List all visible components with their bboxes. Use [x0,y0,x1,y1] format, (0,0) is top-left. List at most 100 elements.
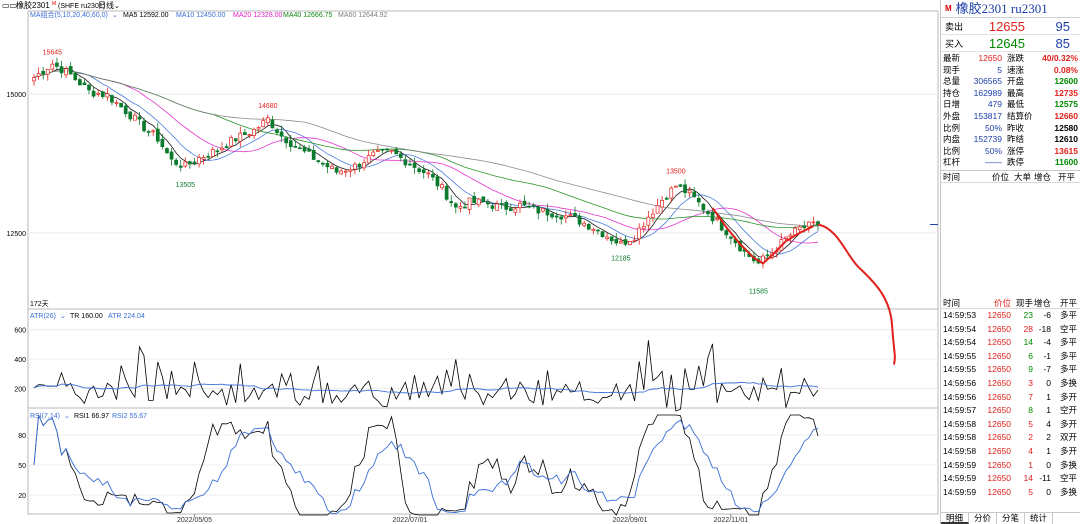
tick-volume: 23 [1023,310,1033,320]
tick-time: 14:59:58 [943,418,977,429]
tick-list[interactable]: 时间 价位 现手 增仓 开平 14:59:53 12650 23 -6 多平 14:59:54 12… [941,297,1080,499]
tick-row[interactable]: 14:59:57 12650 8 1 空开 [941,404,1080,418]
candle-body [417,168,421,172]
user-drawings-layer[interactable] [711,207,939,365]
menu-icon[interactable]: ▭▭ [2,1,17,10]
tick-type: 多平 [1059,337,1077,348]
stat-label: 开盘 [1007,76,1025,87]
rsi-tick-label: 80 [18,433,26,440]
tick-row[interactable]: 14:59:55 12650 6 -1 多平 [941,350,1080,364]
kline-chart-svg[interactable]: ▭▭ 橡胶2301 M (SHFE ru2301) 日线 ⌄ MA组合(5,10… [0,0,940,524]
tab-3[interactable]: 统计 [1025,513,1054,524]
tick-row[interactable]: 14:59:54 12650 28 -18 空平 [941,323,1080,337]
rsi2-line [33,414,819,514]
tick-type: 多开 [1059,445,1077,456]
ask-row[interactable]: 卖出 12655 95 [941,18,1080,35]
quote-stats: 最新 12650 涨跌 40/0.32% 现手 5 速涨 0.08% 总量 306565 开盘 126… [941,52,1080,171]
tick-volume: 5 [1028,418,1033,429]
tick-row[interactable]: 14:59:56 12650 7 1 多开 [941,391,1080,405]
bid-row[interactable]: 买入 12645 85 [941,35,1080,52]
extreme-label: 11585 [749,289,768,296]
rsi-panel-frame [27,407,939,515]
period-selector[interactable]: 日线 [98,0,114,10]
column-header: 时间 [943,298,961,308]
ma20-legend: MA20 12328.00 [233,12,283,19]
tick-type: 多平 [1059,350,1077,361]
candle-body [550,213,554,218]
candle-body [701,203,706,211]
rsi-indicator-label: RSI(7,14) [30,413,60,420]
tick-oi-change: -1 [1043,350,1051,361]
candle-body [605,236,609,239]
candle-body [229,137,233,147]
stat-value: 11600 [1054,157,1078,168]
tick-row[interactable]: 14:59:53 12650 23 -6 多平 [941,309,1080,323]
stat-value: —— [985,157,1002,168]
candle-body [59,66,64,74]
candle-body [96,92,101,95]
tick-oi-change: 0 [1046,377,1051,388]
tick-type: 空平 [1059,323,1077,334]
tick-volume: 28 [1023,323,1033,334]
chevron-down-icon[interactable]: ⌄ [114,3,120,10]
candle-body [91,90,96,97]
tick-row[interactable]: 14:59:54 12650 14 -4 多平 [941,336,1080,350]
candle-body [270,119,275,129]
candle-body [394,148,399,155]
candles-layer [32,57,820,269]
tick-volume: 14 [1023,337,1033,348]
tick-row[interactable]: 14:59:59 12650 1 0 多换 [941,459,1080,473]
candle-body [64,68,68,76]
tab-2[interactable]: 分笔 [997,513,1026,524]
candle-body [504,202,509,210]
candle-body [298,147,302,150]
quote-tabs: 明细 分价 分笔 统计 [941,512,1080,524]
tick-time: 14:59:58 [943,445,977,456]
toolbar-title: 橡胶2301 [16,0,50,10]
candle-body [806,221,811,228]
atr-line [33,382,819,395]
tick-row[interactable]: 14:59:58 12650 5 4 多开 [941,418,1080,432]
candle-body [160,138,165,147]
candle-body [632,239,637,242]
stat-label: 外盘 [943,110,961,121]
candle-body [398,153,403,158]
candle-body [32,77,36,82]
tick-row[interactable]: 14:59:56 12650 3 0 多换 [941,377,1080,391]
tick-price: 12650 [987,350,1011,361]
tab-0[interactable]: 明细 [941,513,970,524]
tick-volume: 5 [1028,486,1033,497]
tick-volume: 4 [1028,445,1033,456]
stat-row: 比例 50% 昨收 12580 [943,123,1078,135]
tick-row[interactable]: 14:59:58 12650 2 2 双开 [941,431,1080,445]
candle-body [472,196,476,204]
candle-body [449,201,454,204]
candle-body [545,208,550,216]
extreme-label: 15645 [43,49,63,56]
tick-volume: 7 [1028,391,1033,402]
candle-body [105,93,110,98]
candle-body [651,213,655,218]
chart-area[interactable]: ▭▭ 橡胶2301 M (SHFE ru2301) 日线 ⌄ MA组合(5,10… [0,0,940,524]
stat-value: 12650 [978,53,1002,63]
candle-body [678,184,683,187]
candle-body [316,160,321,162]
candle-body [476,198,481,206]
candle-body [788,234,793,237]
tick-row[interactable]: 14:59:59 12650 14 -11 空平 [941,472,1080,486]
tab-1[interactable]: 分价 [969,513,998,524]
candle-body [178,165,183,168]
tick-time: 14:59:56 [943,391,977,402]
tick-row[interactable]: 14:59:59 12650 5 0 多换 [941,486,1080,500]
extreme-label: 12185 [611,255,631,262]
rsi-lines-layer [33,414,819,516]
big-order-table-header: 时间 价位 大单 增仓 开平 [941,171,1080,183]
tick-price: 12650 [987,432,1011,443]
candle-body [220,147,224,151]
candle-body [146,131,151,133]
tick-price: 12650 [987,459,1011,470]
tick-row[interactable]: 14:59:58 12650 4 1 多开 [941,445,1080,459]
rsi-tick-label: 20 [18,493,26,500]
tick-oi-change: 1 [1046,405,1051,416]
tick-row[interactable]: 14:59:55 12650 9 -7 多平 [941,363,1080,377]
